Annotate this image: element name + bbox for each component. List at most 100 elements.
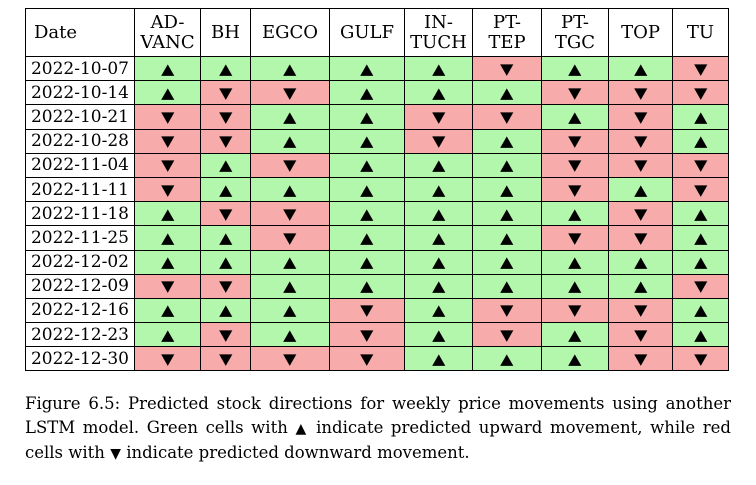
down-direction-cell: ▼: [200, 322, 251, 348]
up-triangle-icon: ▲: [360, 83, 374, 102]
up-triangle-icon: ▲: [360, 107, 374, 126]
up-direction-cell: ▲: [250, 249, 330, 275]
up-direction-cell: ▲: [541, 55, 609, 82]
column-header-line1: PT-: [493, 11, 521, 33]
date-cell: 2022-12-30: [25, 346, 135, 372]
down-triangle-icon: ▼: [633, 301, 648, 320]
up-direction-cell: ▲: [472, 201, 542, 227]
up-triangle-icon: ▲: [218, 228, 233, 247]
down-triangle-icon: ▼: [283, 204, 297, 223]
up-direction-cell: ▲: [134, 55, 201, 82]
date-cell: 2022-10-14: [25, 80, 135, 106]
date-cell: 2022-11-11: [25, 176, 135, 203]
up-triangle-icon: ▲: [693, 325, 708, 344]
caption-text-2: indicate predicted upward movement, whil…: [25, 418, 731, 462]
up-triangle-icon: ▲: [693, 107, 708, 126]
table-row: 2022-11-18 ▲ ▼ ▼ ▲ ▲ ▲ ▲ ▼ ▲: [25, 201, 729, 227]
table-row: 2022-12-09 ▼ ▼ ▲ ▲ ▲ ▲ ▲ ▲ ▼: [25, 273, 729, 299]
column-header-advanc: AD- VANC: [134, 8, 201, 57]
up-direction-cell: ▲: [472, 273, 542, 299]
column-header-line2: TGC: [554, 31, 596, 53]
up-triangle-icon: ▲: [218, 253, 233, 272]
down-triangle-icon: ▼: [360, 349, 374, 368]
up-triangle-icon: ▲: [160, 204, 175, 223]
down-direction-cell: ▼: [608, 104, 673, 130]
up-triangle-icon: ▲: [633, 180, 648, 199]
down-triangle-icon: ▼: [360, 325, 374, 344]
up-direction-cell: ▲: [472, 152, 542, 178]
up-triangle-icon: ▲: [283, 132, 297, 151]
up-triangle-icon: ▲: [633, 277, 648, 296]
up-direction-cell: ▲: [200, 297, 251, 324]
up-triangle-icon: ▲: [283, 59, 297, 78]
down-direction-cell: ▼: [672, 55, 729, 82]
up-direction-cell: ▲: [134, 80, 201, 106]
column-header-line1: IN-: [424, 11, 453, 33]
up-triangle-icon: ▲: [693, 204, 708, 223]
down-triangle-icon: ▼: [500, 59, 514, 78]
table-row: 2022-12-23 ▲ ▼ ▲ ▼ ▲ ▼ ▲ ▼ ▲: [25, 322, 729, 348]
up-triangle-icon: ▲: [693, 132, 708, 151]
up-direction-cell: ▲: [200, 249, 251, 275]
up-direction-cell: ▲: [134, 297, 201, 324]
up-direction-cell: ▲: [134, 225, 201, 251]
column-header-gulf: GULF: [329, 8, 405, 57]
up-direction-cell: ▲: [404, 225, 473, 251]
down-direction-cell: ▼: [608, 80, 673, 106]
up-direction-cell: ▲: [404, 176, 473, 203]
down-triangle-icon: ▼: [160, 277, 175, 296]
down-triangle-icon: ▼: [568, 228, 582, 247]
down-direction-cell: ▼: [608, 225, 673, 251]
up-direction-cell: ▲: [200, 225, 251, 251]
table-row: 2022-10-28 ▼ ▼ ▲ ▲ ▼ ▲ ▼ ▼ ▲: [25, 128, 729, 154]
down-triangle-icon: ▼: [218, 204, 233, 223]
table-row: 2022-12-16 ▲ ▲ ▲ ▼ ▲ ▼ ▼ ▼ ▲: [25, 297, 729, 324]
up-direction-cell: ▲: [541, 273, 609, 299]
up-direction-cell: ▲: [134, 249, 201, 275]
up-direction-cell: ▲: [672, 128, 729, 154]
down-triangle-icon: ▼: [693, 83, 708, 102]
down-triangle-icon: ▼: [160, 132, 175, 151]
down-direction-cell: ▼: [250, 152, 330, 178]
date-cell: 2022-12-16: [25, 297, 135, 324]
up-triangle-icon: ▲: [160, 228, 175, 247]
up-triangle-icon: ▲: [500, 132, 514, 151]
date-cell: 2022-12-09: [25, 273, 135, 299]
down-direction-cell: ▼: [134, 273, 201, 299]
down-direction-cell: ▼: [200, 273, 251, 299]
table-row: 2022-12-02 ▲ ▲ ▲ ▲ ▲ ▲ ▲ ▲ ▲: [25, 249, 729, 275]
down-triangle-icon: ▼: [693, 349, 708, 368]
up-triangle-icon: ▲: [283, 325, 297, 344]
up-direction-cell: ▲: [329, 55, 405, 82]
up-triangle-icon: ▲: [500, 253, 514, 272]
down-triangle-icon: ▼: [218, 325, 233, 344]
down-direction-cell: ▼: [200, 80, 251, 106]
up-direction-cell: ▲: [200, 152, 251, 178]
up-triangle-icon: ▲: [431, 301, 446, 320]
down-triangle-icon: ▼: [218, 277, 233, 296]
down-triangle-icon: ▼: [568, 132, 582, 151]
up-triangle-icon: ▲: [218, 59, 233, 78]
up-direction-cell: ▲: [608, 249, 673, 275]
date-cell: 2022-11-04: [25, 152, 135, 178]
down-triangle-icon: ▼: [218, 107, 233, 126]
up-direction-cell: ▲: [329, 152, 405, 178]
date-cell: 2022-10-21: [25, 104, 135, 130]
up-triangle-icon: ▲: [431, 228, 446, 247]
up-direction-cell: ▲: [250, 297, 330, 324]
table-row: 2022-10-07 ▲ ▲ ▲ ▲ ▲ ▼ ▲ ▲ ▼: [25, 55, 729, 82]
up-triangle-icon: ▲: [500, 83, 514, 102]
down-direction-cell: ▼: [200, 128, 251, 154]
down-direction-cell: ▼: [608, 201, 673, 227]
up-triangle-icon: ▲: [283, 107, 297, 126]
up-direction-cell: ▲: [329, 201, 405, 227]
down-direction-cell: ▼: [329, 322, 405, 348]
up-triangle-icon: ▲: [160, 83, 175, 102]
up-direction-cell: ▲: [250, 128, 330, 154]
up-triangle-icon: ▲: [218, 301, 233, 320]
up-direction-cell: ▲: [672, 201, 729, 227]
up-triangle-icon: ▲: [431, 59, 446, 78]
down-triangle-icon: ▼: [500, 325, 514, 344]
up-triangle-icon: ▲: [633, 59, 648, 78]
down-direction-cell: ▼: [541, 128, 609, 154]
